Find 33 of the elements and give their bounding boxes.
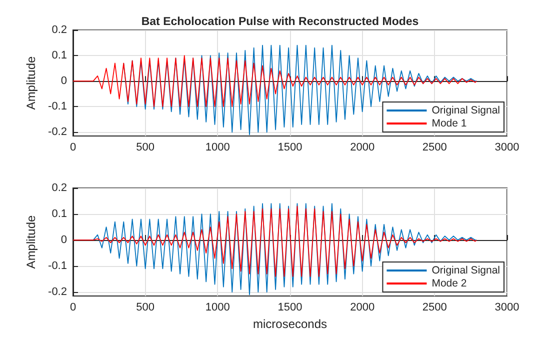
y-tick-label: 0.1: [52, 50, 67, 62]
x-tick-label: 1500: [278, 142, 302, 154]
legend-label: Original Signal: [432, 104, 500, 116]
y-tick-label: 0.1: [52, 208, 67, 220]
x-tick-label: 2000: [350, 142, 375, 154]
chart-title: Bat Echolocation Pulse with Reconstructed Modes: [141, 16, 419, 28]
y-axis-title: Amplitude: [24, 56, 38, 110]
y-tick-label: 0.2: [52, 24, 67, 36]
legend-label: Mode 1: [432, 118, 467, 130]
y-tick-label: -0.2: [48, 126, 67, 138]
x-tick-label: 500: [136, 142, 155, 154]
line-series: [72, 55, 478, 108]
y-tick-label: 0: [60, 234, 67, 246]
x-tick-label: 2000: [350, 302, 375, 314]
legend-label: Mode 2: [432, 278, 467, 290]
y-tick-label: -0.1: [48, 100, 67, 113]
x-tick-label: 0: [70, 142, 76, 154]
y-tick-label: 0: [60, 75, 67, 88]
x-tick-label: 500: [136, 302, 155, 314]
y-tick-label: 0.2: [52, 182, 67, 194]
y-tick-label: -0.1: [48, 260, 67, 272]
y-axis-title: Amplitude: [24, 215, 38, 269]
x-axis-title: microseconds: [252, 316, 328, 331]
legend-label: Original Signal: [432, 264, 500, 276]
x-tick-label: 2500: [422, 142, 447, 154]
x-tick-label: 1000: [205, 142, 230, 154]
x-tick-label: 2500: [422, 302, 447, 314]
x-tick-label: 1000: [205, 302, 230, 314]
x-tick-label: 3000: [494, 302, 520, 314]
x-tick-label: 3000: [494, 142, 520, 154]
y-tick-label: -0.2: [48, 286, 67, 298]
x-tick-label: 1500: [278, 302, 302, 314]
x-tick-label: 0: [70, 302, 76, 314]
